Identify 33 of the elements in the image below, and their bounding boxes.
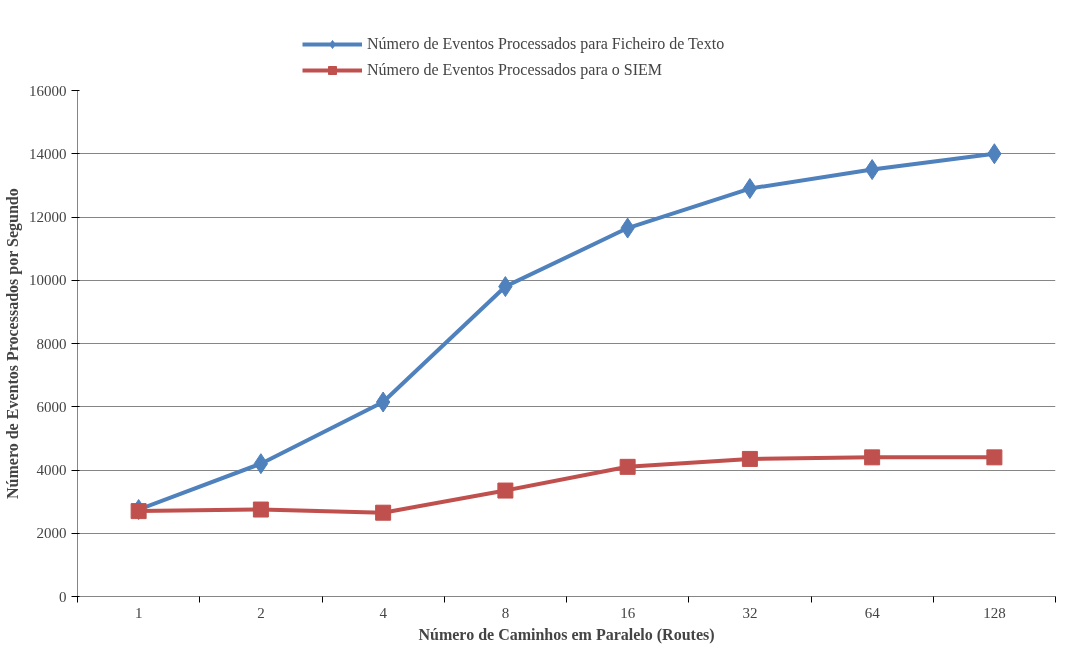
point bbox=[742, 178, 758, 200]
point bbox=[986, 449, 1003, 466]
y-tick-label: 10000 bbox=[29, 272, 67, 289]
x-tick-label: 8 bbox=[501, 604, 510, 621]
y-tick-label: 2000 bbox=[36, 525, 67, 542]
point bbox=[375, 504, 392, 521]
y-axis-title: Número de Eventos Processados por Segundo bbox=[4, 188, 22, 499]
point bbox=[252, 501, 269, 518]
y-tick-label: 0 bbox=[59, 588, 67, 605]
legend-label: Número de Eventos Processados para Ficheiro de Texto bbox=[367, 35, 725, 53]
point bbox=[497, 482, 514, 499]
y-tick-label: 4000 bbox=[36, 462, 67, 478]
point bbox=[619, 458, 636, 475]
x-tick-label: 4 bbox=[379, 604, 388, 621]
point bbox=[375, 391, 391, 413]
y-tick-label: 14000 bbox=[29, 145, 67, 162]
y-tick-label: 8000 bbox=[36, 335, 67, 352]
point bbox=[253, 453, 269, 475]
point bbox=[864, 159, 880, 181]
point bbox=[864, 449, 881, 466]
y-tick-label: 6000 bbox=[36, 398, 67, 415]
y-tick-label: 12000 bbox=[29, 209, 67, 225]
x-tick-label: 16 bbox=[620, 604, 636, 621]
x-tick-label: 64 bbox=[864, 604, 881, 621]
x-tick-label: 32 bbox=[742, 604, 758, 621]
x-tick-label: 128 bbox=[983, 604, 1006, 621]
point bbox=[130, 503, 147, 520]
x-axis-title: Número de Caminhos em Paralelo (Routes) bbox=[418, 625, 715, 644]
x-tick-label: 2 bbox=[257, 604, 265, 621]
point bbox=[741, 450, 758, 467]
y-tick-label: 16000 bbox=[29, 82, 67, 99]
legend-label: Número de Eventos Processados para o SIEM bbox=[367, 61, 663, 79]
x-tick-label: 1 bbox=[134, 604, 143, 621]
